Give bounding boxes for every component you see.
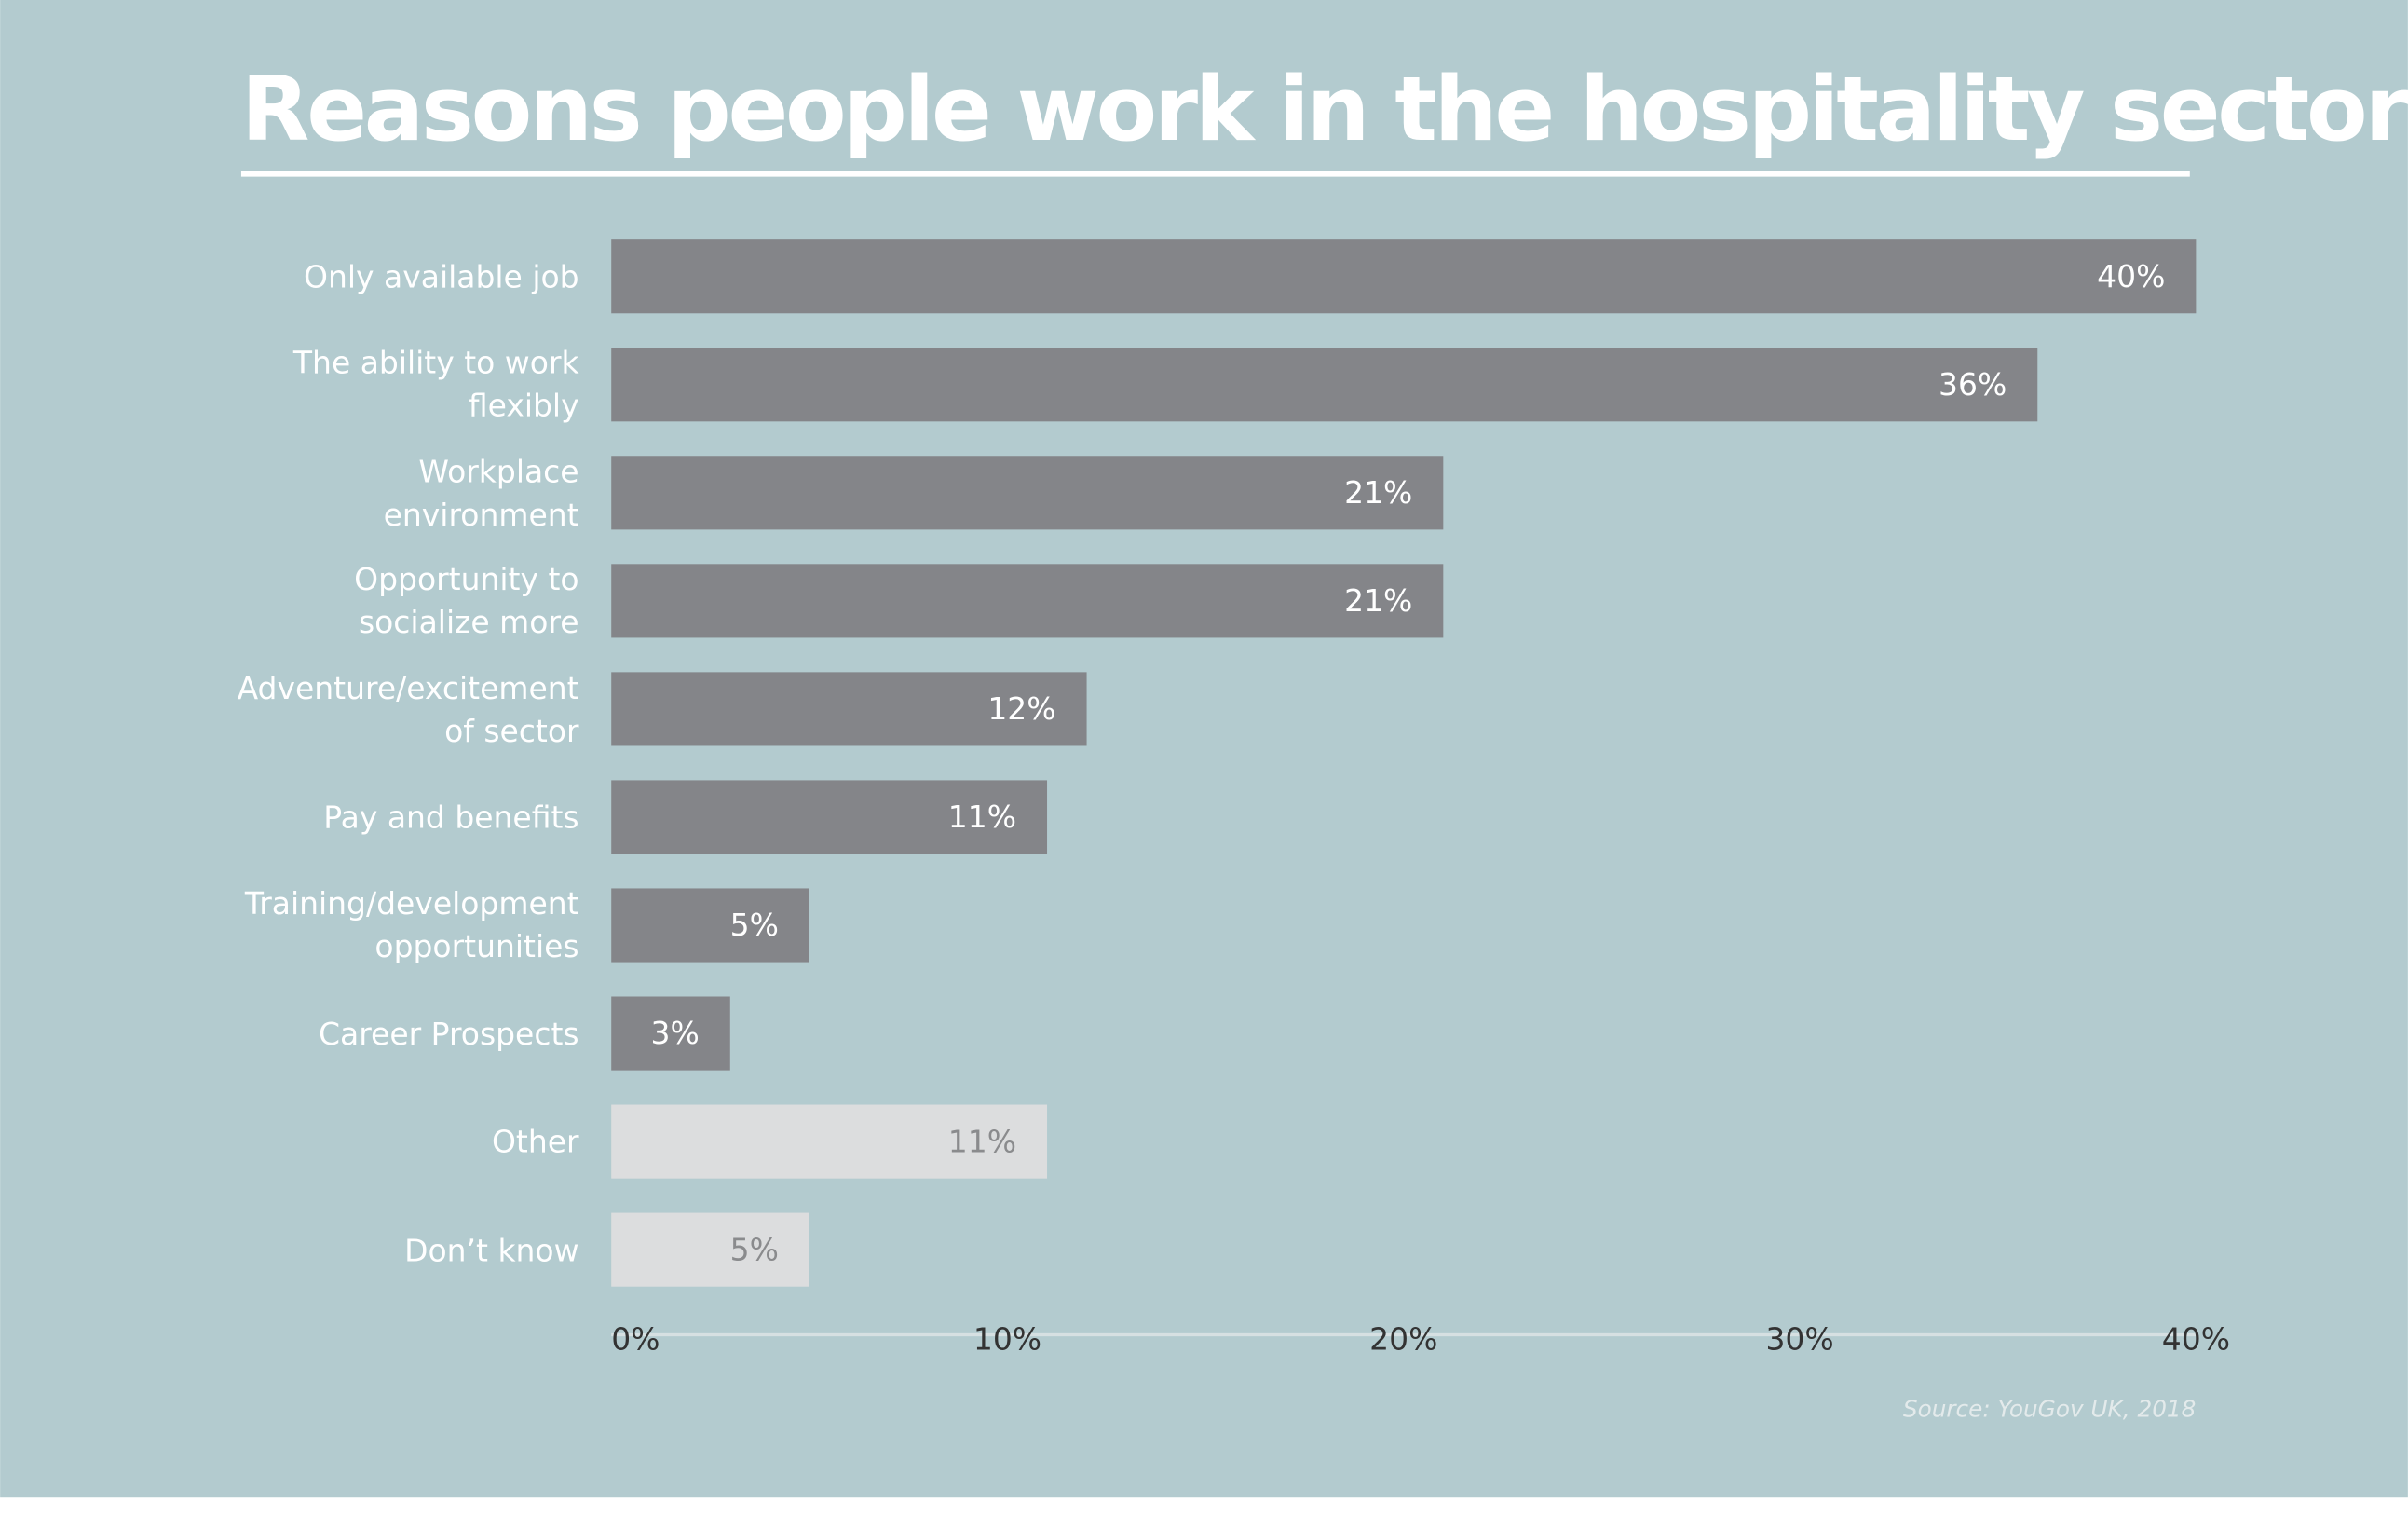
category-label-box: Other — [491, 1123, 579, 1160]
category-label-box: Only available job — [304, 257, 579, 295]
category-label: Adventure/excitement of sector — [237, 669, 579, 749]
value-label: 5% — [730, 907, 779, 943]
category-label: Career Prospects — [319, 1015, 579, 1052]
x-tick-label: 20% — [1369, 1321, 1437, 1358]
category-label-box: Training/development opportunities — [244, 885, 579, 965]
category-label-box: Workplace environment — [383, 452, 579, 533]
category-label: Workplace environment — [383, 452, 579, 533]
category-label-box: Career Prospects — [319, 1015, 579, 1052]
bar — [611, 672, 1087, 746]
bar — [611, 564, 1444, 638]
category-label-box: Don’t know — [404, 1231, 579, 1268]
category-label: Opportunity to socialize more — [354, 560, 579, 641]
bar — [611, 1212, 809, 1287]
bar — [611, 456, 1444, 530]
value-label: 11% — [948, 799, 1016, 835]
category-label: The ability to work flexibly — [292, 344, 579, 425]
source: Source: YouGov UK, 2018 — [1903, 1395, 2196, 1422]
category-label: Other — [491, 1123, 579, 1160]
bar — [611, 1104, 1048, 1179]
category-label-box: Adventure/excitement of sector — [237, 669, 579, 749]
x-tick-label: 30% — [1765, 1321, 1833, 1358]
value-label: 40% — [2097, 258, 2165, 294]
value-label: 11% — [948, 1123, 1016, 1159]
bar — [611, 888, 809, 963]
category-label-box: Opportunity to socialize more — [354, 560, 579, 641]
category-label: Pay and benefits — [323, 799, 579, 836]
chart-title: Reasons people work in the hospitality s… — [241, 57, 2408, 161]
value-label: 21% — [1344, 474, 1412, 511]
x-tick-label: 10% — [973, 1321, 1041, 1358]
value-label: 5% — [730, 1231, 779, 1267]
value-label: 36% — [1939, 366, 2007, 403]
category-label: Training/development opportunities — [244, 885, 579, 965]
x-tick-label: 40% — [2162, 1321, 2230, 1358]
category-label: Don’t know — [404, 1231, 579, 1268]
x-tick-label: 0% — [611, 1321, 660, 1358]
value-label: 3% — [651, 1015, 700, 1051]
category-label-box: The ability to work flexibly — [292, 344, 579, 425]
category-label: Only available job — [304, 257, 579, 295]
bar — [611, 348, 2038, 422]
value-label: 21% — [1344, 582, 1412, 619]
value-label: 12% — [987, 690, 1055, 727]
bar — [611, 239, 2197, 314]
category-label-box: Pay and benefits — [323, 799, 579, 836]
bar — [611, 780, 1048, 854]
bar — [611, 996, 730, 1071]
